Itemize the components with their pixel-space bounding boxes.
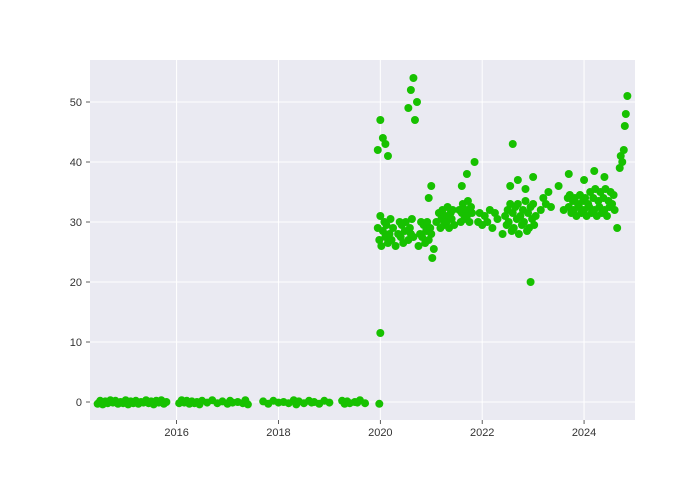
data-point (413, 98, 421, 106)
data-point (471, 158, 479, 166)
data-point (565, 170, 573, 178)
data-point (544, 188, 552, 196)
data-point (620, 146, 628, 154)
data-point (375, 400, 383, 408)
y-tick-label: 20 (70, 277, 82, 289)
data-point (514, 176, 522, 184)
data-point (404, 104, 412, 112)
data-point (506, 182, 514, 190)
data-point (529, 173, 537, 181)
data-point (374, 146, 382, 154)
x-tick-label: 2018 (266, 427, 290, 439)
data-point (468, 209, 476, 217)
data-point (425, 194, 433, 202)
x-tick-label: 2020 (368, 427, 392, 439)
data-point (458, 182, 466, 190)
data-point (515, 230, 523, 238)
data-point (488, 224, 496, 232)
data-point (499, 230, 507, 238)
data-point (611, 206, 619, 214)
data-point (623, 92, 631, 100)
x-tick-label: 2016 (164, 427, 188, 439)
data-point (547, 203, 555, 211)
data-point (521, 185, 529, 193)
data-point (527, 278, 535, 286)
data-point (603, 212, 611, 220)
y-tick-label: 40 (70, 157, 82, 169)
data-point (430, 245, 438, 253)
scatter-chart: 0 10 20 30 40 50 2016 2018 2020 2022 2024 (0, 0, 700, 500)
data-point (509, 140, 517, 148)
x-tick-label: 2024 (572, 427, 596, 439)
data-point (618, 158, 626, 166)
data-point (411, 116, 419, 124)
data-point (376, 329, 384, 337)
data-point (600, 173, 608, 181)
data-point (407, 86, 415, 94)
data-point (465, 218, 473, 226)
data-point (408, 215, 416, 223)
data-point (427, 230, 435, 238)
data-point (392, 242, 400, 250)
data-point (463, 170, 471, 178)
data-point (610, 191, 618, 199)
y-tick-label: 30 (70, 217, 82, 229)
data-point (244, 400, 252, 408)
data-point (530, 221, 538, 229)
data-point (409, 74, 417, 82)
data-point (381, 140, 389, 148)
data-point (376, 116, 384, 124)
x-tick-label: 2022 (470, 427, 494, 439)
data-point (361, 399, 369, 407)
data-point (621, 122, 629, 130)
data-point (387, 215, 395, 223)
data-point (427, 182, 435, 190)
y-tick-label: 10 (70, 337, 82, 349)
y-tick-label: 0 (76, 397, 82, 409)
data-point (613, 224, 621, 232)
data-point (493, 215, 501, 223)
data-point (384, 152, 392, 160)
data-point (555, 182, 563, 190)
data-point (590, 167, 598, 175)
data-point (580, 176, 588, 184)
chart-canvas: 0 10 20 30 40 50 2016 2018 2020 2022 2024 (0, 0, 700, 500)
plot-area (90, 60, 635, 420)
data-point (622, 110, 630, 118)
data-point (325, 399, 333, 407)
data-point (162, 398, 170, 406)
data-point (529, 200, 537, 208)
y-tick-label: 50 (70, 97, 82, 109)
data-point (428, 254, 436, 262)
